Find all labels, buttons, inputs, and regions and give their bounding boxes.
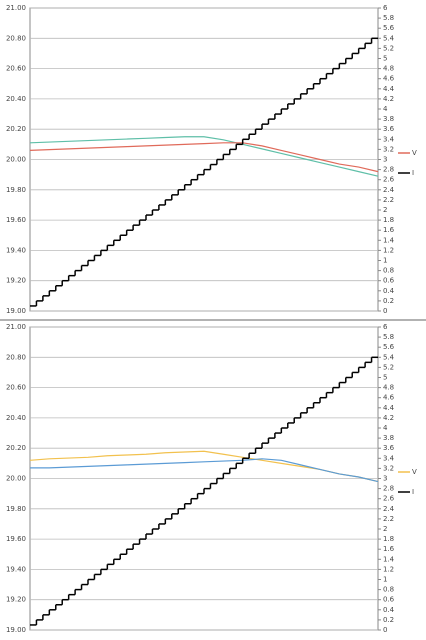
y2-tick-label: 1.8 [383, 535, 394, 543]
y-tick-label: 19.20 [6, 277, 26, 285]
y2-tick-label: 0.2 [383, 616, 394, 624]
y2-tick-label: 0.8 [383, 267, 394, 275]
y2-tick-label: 2.8 [383, 485, 394, 493]
y2-tick-label: 0.8 [383, 586, 394, 594]
legend-label: I [412, 488, 414, 496]
y-tick-label: 19.80 [6, 505, 26, 513]
y2-tick-label: 4.8 [383, 65, 394, 73]
y2-tick-label: 3.6 [383, 125, 395, 133]
y2-tick-label: 6 [383, 4, 388, 12]
y-tick-label: 20.80 [6, 34, 26, 42]
y2-tick-label: 2 [383, 206, 387, 214]
y2-tick-label: 4 [383, 424, 388, 432]
y2-tick-label: 3.8 [383, 115, 394, 123]
y2-tick-label: 5 [383, 374, 387, 382]
y-tick-label: 20.00 [6, 475, 26, 483]
y2-tick-label: 3.2 [383, 145, 394, 153]
y2-tick-label: 0.4 [383, 287, 395, 295]
y-tick-label: 20.40 [6, 95, 26, 103]
y-tick-label: 20.00 [6, 156, 26, 164]
y2-tick-label: 2.8 [383, 166, 394, 174]
y-tick-label: 20.20 [6, 444, 26, 452]
y2-tick-label: 5.4 [383, 34, 395, 42]
y2-tick-label: 3.2 [383, 464, 394, 472]
line-series [30, 458, 379, 483]
y2-tick-label: 1.4 [383, 555, 395, 563]
y2-tick-label: 3 [383, 475, 387, 483]
y-tick-label: 19.80 [6, 186, 26, 194]
y2-tick-label: 5.8 [383, 14, 394, 22]
y2-tick-label: 3.8 [383, 434, 394, 442]
legend-label: V [412, 468, 417, 476]
legend-label: V [412, 149, 417, 157]
y-tick-label: 20.20 [6, 125, 26, 133]
y2-tick-label: 5.6 [383, 343, 395, 351]
y2-tick-label: 1 [383, 576, 387, 584]
y2-tick-label: 1.2 [383, 565, 394, 573]
y2-tick-label: 0 [383, 307, 387, 315]
y2-tick-label: 1 [383, 257, 387, 265]
y2-tick-label: 3 [383, 156, 387, 164]
y2-tick-label: 4.4 [383, 404, 395, 412]
y-tick-label: 20.40 [6, 414, 26, 422]
y-tick-label: 20.60 [6, 65, 26, 73]
y-tick-label: 19.00 [6, 307, 26, 315]
y-tick-label: 19.00 [6, 626, 26, 634]
y-tick-label: 21.00 [6, 4, 26, 12]
line-series [29, 142, 379, 173]
y-tick-label: 19.40 [6, 565, 26, 573]
y2-tick-label: 1.2 [383, 246, 394, 254]
y2-tick-label: 3.4 [383, 454, 395, 462]
y2-tick-label: 4.8 [383, 384, 394, 392]
y2-tick-label: 2.6 [383, 176, 395, 184]
y-tick-label: 19.60 [6, 535, 26, 543]
y2-tick-label: 5.8 [383, 333, 394, 341]
y-tick-label: 20.60 [6, 384, 26, 392]
y2-tick-label: 4 [383, 105, 388, 113]
y2-tick-label: 0 [383, 626, 387, 634]
y2-tick-label: 2.2 [383, 196, 394, 204]
y2-tick-label: 1.8 [383, 216, 394, 224]
y2-tick-label: 0.6 [383, 596, 395, 604]
y-tick-label: 21.00 [6, 323, 26, 331]
y2-tick-label: 2.2 [383, 515, 394, 523]
y2-tick-label: 5.2 [383, 363, 394, 371]
y2-tick-label: 5.6 [383, 24, 395, 32]
legend-label: I [412, 169, 414, 177]
y2-tick-label: 5.4 [383, 353, 395, 361]
y2-tick-label: 1.4 [383, 236, 395, 244]
y-tick-label: 19.60 [6, 216, 26, 224]
y2-tick-label: 2.4 [383, 186, 395, 194]
y2-tick-label: 0.6 [383, 277, 395, 285]
y2-tick-label: 4.6 [383, 394, 395, 402]
y2-tick-label: 5.2 [383, 44, 394, 52]
y2-tick-label: 1.6 [383, 226, 395, 234]
y2-tick-label: 4.4 [383, 85, 395, 93]
y-tick-label: 19.40 [6, 246, 26, 254]
y2-tick-label: 1.6 [383, 545, 395, 553]
y2-tick-label: 6 [383, 323, 388, 331]
y2-tick-label: 2.4 [383, 505, 395, 513]
y2-tick-label: 0.2 [383, 297, 394, 305]
y2-tick-label: 5 [383, 55, 387, 63]
line-series [29, 136, 379, 177]
y2-tick-label: 4.2 [383, 95, 394, 103]
y2-tick-label: 3.4 [383, 135, 395, 143]
y-tick-label: 20.80 [6, 353, 26, 361]
y2-tick-label: 2.6 [383, 495, 395, 503]
y2-tick-label: 2 [383, 525, 387, 533]
y2-tick-label: 4.6 [383, 75, 395, 83]
y-tick-label: 19.20 [6, 596, 26, 604]
y2-tick-label: 0.4 [383, 606, 395, 614]
y2-tick-label: 4.2 [383, 414, 394, 422]
y2-tick-label: 3.6 [383, 444, 395, 452]
